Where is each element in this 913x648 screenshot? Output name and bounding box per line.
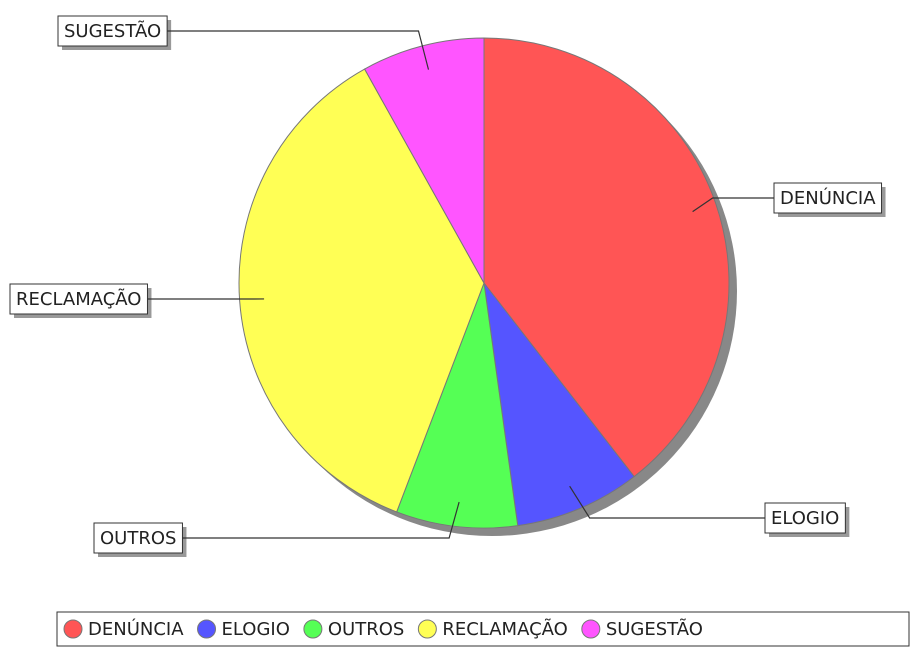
label-box: [773, 182, 883, 214]
legend-label: DENÚNCIA: [88, 618, 184, 640]
legend-label: OUTROS: [328, 619, 404, 640]
legend-swatch: [581, 619, 601, 639]
slice-label: DENÚNCIA: [780, 187, 876, 209]
leader-line: [182, 501, 460, 539]
legend-swatch: [197, 619, 217, 639]
label-box: [93, 522, 183, 554]
legend-label: SUGESTÃO: [606, 618, 703, 640]
pie-slice: [483, 37, 730, 478]
label-box: [764, 502, 846, 534]
leader-line: [167, 30, 430, 70]
leader-line: [692, 197, 774, 213]
label-box: [9, 283, 148, 315]
legend-label: RECLAMAÇÃO: [442, 618, 567, 640]
pie-slice: [483, 281, 635, 527]
slice-label: ELOGIO: [771, 508, 839, 529]
slice-label: OUTROS: [100, 528, 176, 549]
slice-label: SUGESTÃO: [64, 20, 161, 42]
legend-swatch: [63, 619, 83, 639]
pie-slice: [396, 282, 519, 529]
pie-slice: [238, 68, 485, 513]
legend-swatch: [417, 619, 437, 639]
legend-label: ELOGIO: [222, 619, 290, 640]
legend-swatch: [303, 619, 323, 639]
slice-label: RECLAMAÇÃO: [16, 288, 141, 310]
label-box: [57, 15, 168, 47]
leader-line: [569, 485, 765, 519]
